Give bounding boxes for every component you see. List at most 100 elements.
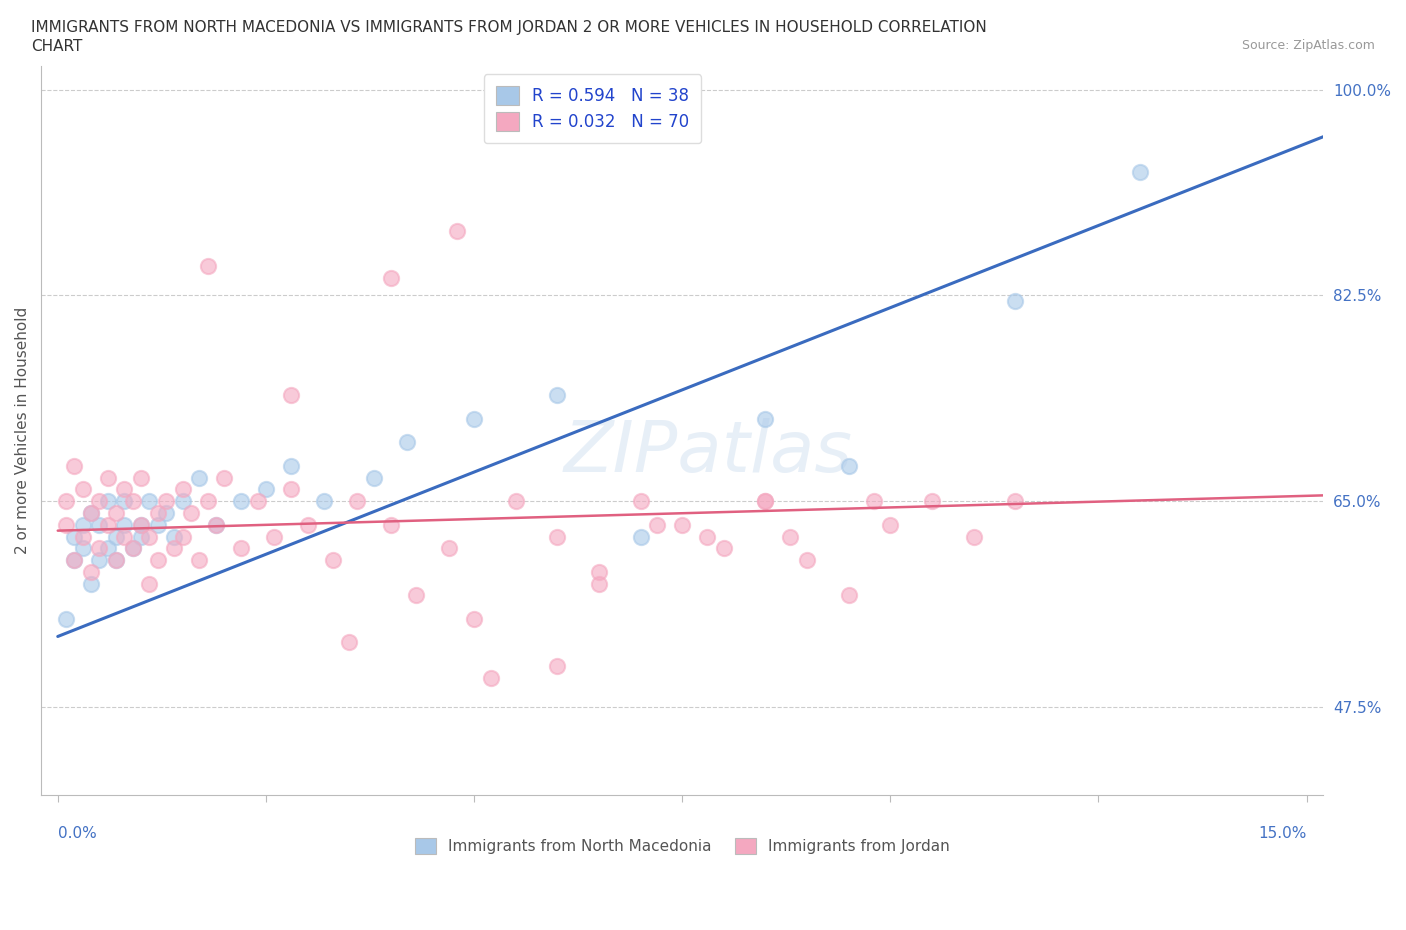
Point (314, 494, 336, 509)
Point (180, 506, 202, 521)
Point (188, 552, 211, 567)
Point (129, 517, 152, 532)
Point (1129, 165, 1152, 179)
Point (405, 588, 427, 603)
Point (879, 517, 901, 532)
Point (862, 494, 884, 509)
Point (546, 658, 568, 673)
Point (380, 271, 402, 286)
Point (112, 482, 135, 497)
Point (280, 388, 302, 403)
Point (72, 529, 94, 544)
Point (163, 529, 186, 544)
Point (1004, 294, 1026, 309)
Point (437, 541, 460, 556)
Point (112, 494, 135, 509)
Point (97, 517, 120, 532)
Point (463, 611, 485, 626)
Point (229, 494, 252, 509)
Point (588, 565, 610, 579)
Point (197, 259, 219, 273)
Point (796, 552, 818, 567)
Text: 0.0%: 0.0% (58, 826, 97, 841)
Point (129, 529, 152, 544)
Point (297, 517, 319, 532)
Point (72, 517, 94, 532)
Point (138, 576, 160, 591)
Point (80, 565, 103, 579)
Point (97, 471, 120, 485)
Point (446, 223, 468, 238)
Point (89, 494, 111, 509)
Point (229, 541, 252, 556)
Point (838, 588, 860, 603)
Point (205, 517, 228, 532)
Point (105, 529, 128, 544)
Point (55, 611, 77, 626)
Y-axis label: 2 or more Vehicles in Household: 2 or more Vehicles in Household (15, 307, 30, 554)
Point (671, 517, 693, 532)
Point (630, 529, 652, 544)
Point (89, 552, 111, 567)
Point (463, 411, 485, 426)
Point (72, 541, 94, 556)
Point (112, 529, 135, 544)
Point (754, 494, 776, 509)
Text: IMMIGRANTS FROM NORTH MACEDONIA VS IMMIGRANTS FROM JORDAN 2 OR MORE VEHICLES IN : IMMIGRANTS FROM NORTH MACEDONIA VS IMMIG… (31, 20, 987, 35)
Point (754, 411, 776, 426)
Point (337, 635, 360, 650)
Point (172, 482, 194, 497)
Point (105, 552, 128, 567)
Point (80, 506, 103, 521)
Point (346, 494, 368, 509)
Point (754, 494, 776, 509)
Point (254, 482, 277, 497)
Point (129, 517, 152, 532)
Point (479, 671, 502, 685)
Point (505, 494, 527, 509)
Point (89, 517, 111, 532)
Point (321, 552, 343, 567)
Point (121, 541, 143, 556)
Point (129, 471, 152, 485)
Point (363, 471, 385, 485)
Point (80, 576, 103, 591)
Point (146, 506, 169, 521)
Point (155, 494, 177, 509)
Point (105, 506, 128, 521)
Point (188, 471, 211, 485)
Point (163, 541, 186, 556)
Point (380, 517, 402, 532)
Point (121, 494, 143, 509)
Text: CHART: CHART (31, 39, 83, 54)
Point (63, 458, 86, 473)
Point (146, 552, 169, 567)
Point (63, 552, 86, 567)
Point (280, 458, 302, 473)
Point (396, 435, 419, 450)
Point (155, 506, 177, 521)
Point (72, 482, 94, 497)
Point (588, 576, 610, 591)
Point (89, 541, 111, 556)
Point (214, 471, 236, 485)
Point (97, 541, 120, 556)
Point (121, 541, 143, 556)
Point (80, 506, 103, 521)
Point (55, 517, 77, 532)
Point (630, 494, 652, 509)
Point (962, 529, 984, 544)
Point (546, 529, 568, 544)
Point (172, 494, 194, 509)
Point (105, 552, 128, 567)
Point (172, 529, 194, 544)
Point (146, 517, 169, 532)
Text: 15.0%: 15.0% (1258, 826, 1306, 841)
Point (112, 517, 135, 532)
Point (921, 494, 943, 509)
Point (205, 517, 228, 532)
Point (280, 482, 302, 497)
Text: Source: ZipAtlas.com: Source: ZipAtlas.com (1241, 39, 1375, 52)
Point (138, 494, 160, 509)
Legend: Immigrants from North Macedonia, Immigrants from Jordan: Immigrants from North Macedonia, Immigra… (408, 832, 956, 860)
